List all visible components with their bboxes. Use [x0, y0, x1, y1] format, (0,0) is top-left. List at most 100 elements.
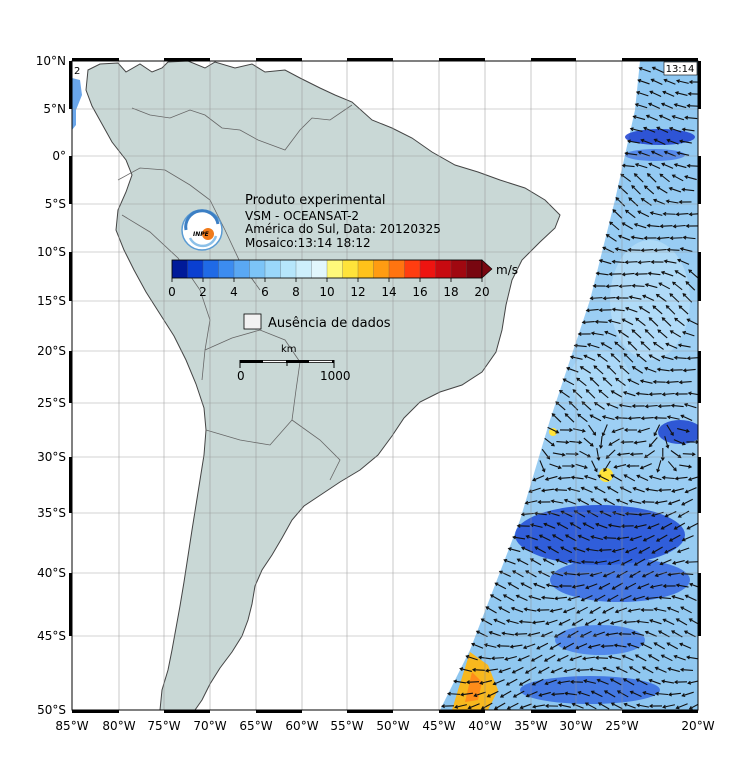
wind-arrow-head: [577, 690, 582, 695]
wind-arrow: [595, 523, 608, 529]
wind-arrow-head: [492, 681, 497, 686]
wind-arrow-head: [653, 607, 658, 612]
wind-arrow: [519, 678, 531, 686]
wind-arrow-head: [502, 594, 507, 598]
wind-arrow-head: [569, 428, 574, 433]
wind-arrow-head: [620, 440, 625, 445]
lat-label: 5°N: [43, 102, 66, 116]
wind-arrow-head: [592, 283, 597, 288]
lat-label: 35°S: [37, 506, 66, 520]
wind-arrow: [661, 271, 674, 277]
wind-arrow: [547, 546, 559, 554]
wind-arrow-head: [636, 703, 641, 708]
wind-arrow: [624, 474, 636, 482]
wind-arrow: [677, 259, 690, 265]
wind-arrow-head: [674, 317, 678, 322]
wind-arrow: [632, 632, 645, 636]
wind-arrow-head: [529, 558, 534, 562]
wind-arrow: [672, 174, 684, 182]
wind-arrow-head: [496, 643, 501, 648]
wind-arrow: [645, 631, 657, 637]
wind-arrow: [684, 403, 697, 409]
wind-arrow-head: [573, 343, 578, 348]
colorbar-segment: [311, 259, 328, 279]
wind-arrow: [679, 381, 692, 383]
wind-arrow: [638, 260, 651, 264]
wind-arrow: [622, 318, 634, 326]
wind-arrow: [499, 667, 511, 673]
wind-arrow: [685, 561, 698, 563]
frame-segment: [698, 61, 701, 109]
wind-arrow-head: [553, 487, 558, 492]
wind-arrow-head: [572, 389, 577, 393]
wind-arrow-head: [571, 622, 576, 626]
wind-arrow-head: [648, 475, 653, 479]
colorbar-segment: [466, 259, 483, 279]
wind-arrow: [677, 547, 690, 553]
wind-arrow-head: [507, 547, 512, 551]
wind-arrow-head: [669, 368, 674, 373]
wind-arrow: [590, 297, 603, 299]
wind-arrow-head: [567, 634, 571, 638]
wind-arrow: [625, 261, 638, 263]
wind-arrow: [655, 500, 668, 504]
wind-arrow-head: [606, 486, 611, 490]
wind-arrow-head: [659, 224, 664, 229]
wind-arrow: [557, 654, 569, 662]
colorbar-segment: [233, 259, 250, 279]
wind-arrow-head: [551, 442, 555, 447]
wind-arrow-head: [680, 571, 685, 576]
lon-label: 40°W: [468, 719, 501, 733]
wind-arrow: [656, 534, 668, 542]
wind-arrow: [657, 329, 668, 339]
wind-arrow: [578, 691, 590, 697]
wind-arrow-head: [680, 414, 685, 419]
lat-label: 0°: [52, 149, 66, 163]
wind-arrow-head: [602, 573, 607, 578]
wind-arrow-head: [506, 705, 511, 710]
wind-arrow-head: [650, 78, 655, 83]
wind-arrow-head: [606, 365, 611, 369]
wind-arrow-head: [626, 139, 631, 144]
wind-arrow-head: [675, 583, 680, 588]
wind-arrow-head: [602, 377, 607, 381]
wind-arrow-head: [614, 609, 619, 614]
wind-arrow: [637, 583, 650, 589]
wind-arrow-head: [578, 440, 583, 445]
wind-arrow: [590, 498, 602, 506]
wind-arrow-head: [628, 197, 633, 201]
wind-arrow: [648, 317, 659, 327]
wind-arrow-head: [610, 702, 615, 707]
wind-arrow-head: [682, 293, 687, 297]
wind-arrow-head: [665, 199, 670, 204]
lat-label: 5°S: [45, 197, 66, 211]
wind-arrow: [532, 475, 545, 481]
wind-arrow: [551, 500, 564, 504]
wind-arrow-head: [582, 522, 587, 527]
wind-arrow: [598, 389, 609, 399]
wind-arrow-head: [667, 692, 673, 697]
wind-arrow-head: [453, 679, 458, 684]
wind-arrow-head: [681, 693, 686, 698]
wind-arrow: [676, 213, 689, 215]
no-data-label: Ausência de dados: [268, 316, 391, 331]
wind-arrow-head: [601, 432, 606, 437]
frame-segment: [347, 710, 393, 713]
wind-arrow-head: [678, 305, 683, 309]
wind-arrow-head: [686, 318, 691, 323]
wind-arrow: [568, 487, 580, 493]
wind-arrow-head: [622, 390, 627, 395]
wind-arrow-head: [478, 655, 483, 660]
wind-arrow: [637, 210, 650, 218]
wind-arrow-head: [460, 692, 465, 697]
wind-arrow-head: [634, 102, 639, 107]
wind-arrow-head: [555, 401, 560, 406]
wind-arrow: [617, 536, 630, 540]
wind-arrow: [598, 702, 610, 710]
wind-arrow: [676, 584, 689, 588]
wind-arrow-head: [665, 444, 670, 449]
wind-arrow: [544, 654, 556, 662]
wind-arrow: [667, 461, 677, 471]
wind-arrow-head: [663, 78, 668, 83]
wind-arrow: [645, 329, 655, 339]
